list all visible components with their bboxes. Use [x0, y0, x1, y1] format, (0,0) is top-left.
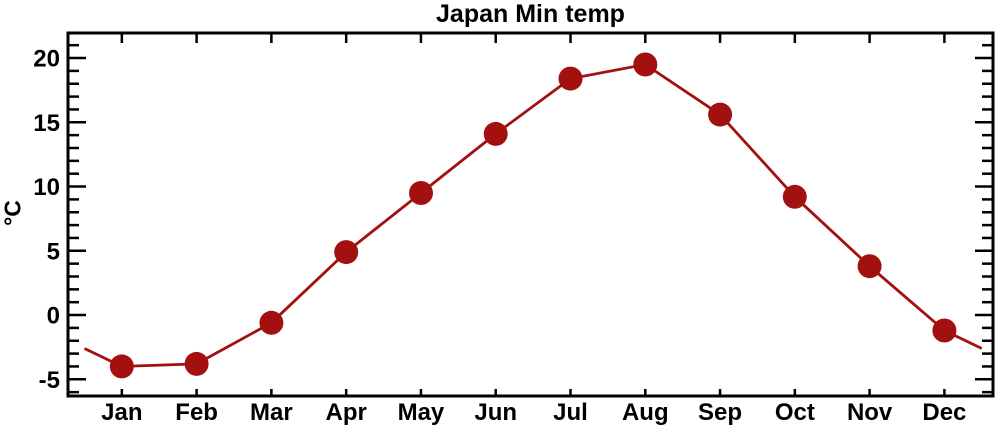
chart-title: Japan Min temp	[436, 0, 625, 28]
x-axis-month-label: Jan	[101, 399, 142, 426]
data-point-may	[409, 181, 433, 205]
x-axis-month-label: Nov	[847, 399, 893, 426]
data-point-mar	[259, 310, 284, 335]
data-point-sep	[708, 102, 733, 127]
temperature-line	[83, 63, 983, 368]
data-point-jul	[558, 66, 583, 91]
y-axis-tick-label: -5	[39, 367, 60, 394]
x-axis-month-label: Mar	[250, 399, 293, 426]
data-point-apr	[334, 240, 359, 265]
x-axis-month-label: Jun	[474, 399, 517, 426]
x-axis-month-label: May	[398, 399, 445, 426]
x-axis-month-label: Aug	[622, 399, 669, 426]
x-axis-month-label: Feb	[175, 399, 218, 426]
data-point-jun	[483, 121, 508, 146]
x-axis-month-label: Dec	[922, 399, 966, 426]
data-point-feb	[184, 351, 209, 376]
data-point-nov	[857, 254, 882, 279]
y-axis-tick-label: 15	[33, 110, 60, 137]
x-axis-month-label: Jul	[553, 399, 588, 426]
plot-frame	[66, 31, 995, 398]
x-axis-month-label: Apr	[326, 399, 367, 426]
data-point-jan	[109, 354, 134, 379]
y-axis-tick-label: 10	[33, 174, 60, 201]
data-point-oct	[782, 184, 807, 209]
x-axis-month-label: Oct	[775, 399, 815, 426]
y-axis-tick-label: 20	[33, 46, 60, 73]
data-point-aug	[633, 52, 658, 77]
data-point-dec	[932, 318, 957, 343]
y-axis-tick-label: 5	[47, 238, 60, 265]
x-axis-month-label: Sep	[698, 399, 742, 426]
y-axis-tick-label: 0	[47, 303, 60, 330]
